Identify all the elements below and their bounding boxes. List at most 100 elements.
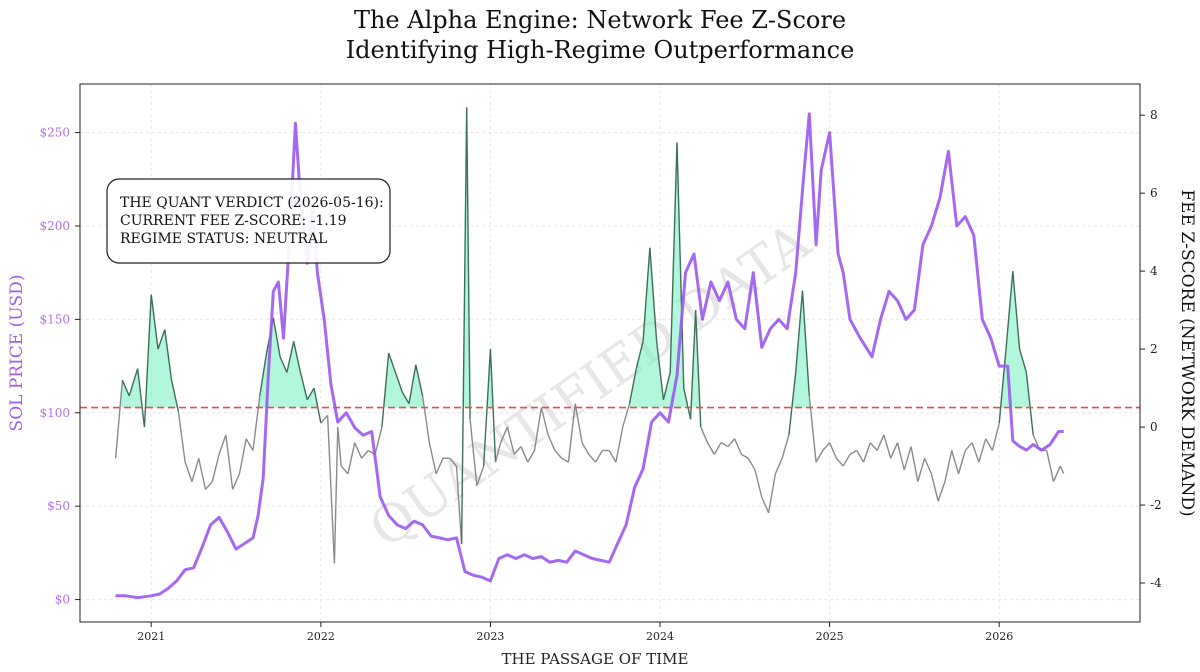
- zscore-segment-48: [428, 442, 437, 475]
- zscore-segment-16: [218, 434, 227, 455]
- left-tick-label-2: $100: [39, 406, 70, 420]
- zscore-segment-8: [164, 329, 173, 381]
- zscore-segment-105: [801, 290, 810, 396]
- right-tick-label-2: 0: [1150, 420, 1158, 434]
- sol-price-series: [115, 112, 1064, 600]
- zscore-segment-122: [917, 458, 926, 482]
- zscore-segment-3: [128, 368, 139, 397]
- zscore-segment-97: [747, 457, 756, 471]
- zscore-segment-82: [649, 247, 658, 342]
- zscore-segment-88: [689, 310, 697, 420]
- zscore-segment-80: [635, 341, 644, 369]
- zscore-segment-59: [494, 442, 502, 463]
- regime-fill-1: [145, 294, 178, 408]
- zscore-segment-120: [903, 446, 912, 471]
- zscore-segment-7: [157, 329, 166, 350]
- zscore-segment-62: [513, 446, 522, 455]
- zscore-segment-52: [455, 466, 463, 545]
- zscore-segment-61: [506, 426, 515, 455]
- zscore-segment-45: [408, 364, 417, 404]
- zscore-segment-134: [998, 349, 1007, 424]
- zscore-segment-137: [1018, 348, 1028, 373]
- zscore-segment-130: [971, 442, 980, 463]
- title-line-1: The Alpha Engine: Network Fee Z-Score: [354, 6, 846, 34]
- zscore-segment-46: [415, 364, 424, 397]
- left-tick-label-0: $0: [55, 593, 70, 607]
- zscore-segment-22: [259, 352, 268, 396]
- zscore-segment-119: [896, 442, 905, 471]
- right-tick-label-6: 8: [1150, 108, 1158, 122]
- zscore-segment-12: [191, 458, 200, 482]
- zscore-segment-77: [615, 426, 624, 463]
- zscore-segment-64: [527, 450, 536, 463]
- zscore-segment-14: [204, 481, 213, 490]
- zscore-segment-40: [374, 426, 383, 455]
- zscore-segment-13: [198, 458, 207, 490]
- zscore-segment-98: [754, 469, 763, 498]
- regime-fill-9: [791, 290, 811, 408]
- regime-fill-3: [383, 353, 425, 408]
- zscore-segment-20: [245, 438, 254, 451]
- zscore-segment-37: [354, 442, 363, 459]
- verdict-line-2: CURRENT FEE Z-SCORE: -1.19: [120, 213, 347, 229]
- zscore-segment-121: [910, 446, 919, 482]
- regime-fill-8: [691, 310, 700, 408]
- zscore-segment-100: [767, 473, 777, 513]
- zscore-segment-126: [944, 450, 953, 482]
- x-tick-label-2: 2023: [476, 630, 504, 643]
- zscore-segment-65: [533, 407, 543, 451]
- zscore-segment-38: [361, 450, 369, 459]
- zscore-segment-15: [211, 454, 220, 482]
- zscore-segment-91: [706, 442, 715, 455]
- zscore-segment-115: [869, 442, 878, 451]
- left-tick-label-4: $200: [39, 219, 70, 233]
- zscore-segment-92: [713, 442, 722, 455]
- zscore-segment-79: [628, 368, 637, 404]
- zscore-segment-116: [876, 434, 885, 451]
- zscore-segment-72: [581, 442, 590, 455]
- zscore-segment-44: [401, 391, 410, 405]
- sol-price-line: [115, 112, 1064, 600]
- regime-fill-4: [463, 107, 470, 408]
- zscore-segment-94: [727, 438, 736, 448]
- zscore-segment-32: [326, 415, 336, 564]
- zscore-segment-55: [469, 419, 478, 486]
- zscore-segment-9: [170, 380, 180, 412]
- zscore-segment-129: [964, 442, 973, 451]
- zscore-segment-63: [520, 446, 529, 463]
- zscore-segment-29: [306, 387, 315, 401]
- zscore-segment-138: [1025, 372, 1034, 435]
- x-axis: 2021 2022 2023 2024 2025 2026: [137, 622, 1013, 643]
- zscore-segment-96: [741, 453, 749, 459]
- zscore-segment-24: [272, 317, 281, 358]
- zscore-segment-128: [957, 450, 966, 475]
- zscore-segment-108: [822, 442, 831, 451]
- zscore-segment-90: [700, 426, 709, 443]
- zscore-segment-19: [238, 438, 247, 474]
- zscore-segment-1: [114, 380, 124, 459]
- zscore-segment-114: [862, 442, 871, 463]
- zscore-segment-21: [252, 395, 261, 451]
- zscore-segment-101: [774, 457, 783, 475]
- left-tick-label-3: $150: [39, 312, 70, 326]
- x-tick-label-4: 2025: [816, 630, 844, 643]
- zscore-segment-104: [795, 290, 804, 373]
- zscore-segment-56: [476, 465, 485, 486]
- zscore-segment-142: [1052, 465, 1061, 482]
- zscore-segment-112: [849, 449, 858, 455]
- zscore-segment-66: [540, 407, 549, 436]
- watermark: QUANTIFIED DATA: [359, 211, 822, 560]
- zscore-segment-31: [320, 414, 329, 424]
- zscore-segment-70: [567, 403, 576, 463]
- y-axis-right-label: FEE Z-SCORE (NETWORK DEMAND): [1177, 189, 1197, 516]
- zscore-segment-113: [856, 450, 865, 463]
- zscore-segment-131: [978, 438, 987, 463]
- zscore-segment-6: [150, 294, 159, 350]
- zscore-segment-125: [937, 481, 946, 502]
- zscore-segment-93: [720, 442, 729, 448]
- zscore-segment-28: [299, 372, 308, 400]
- zscore-segment-103: [788, 372, 797, 435]
- right-tick-label-3: 2: [1150, 342, 1158, 356]
- zscore-segment-74: [594, 450, 603, 463]
- zscore-segment-36: [347, 442, 356, 475]
